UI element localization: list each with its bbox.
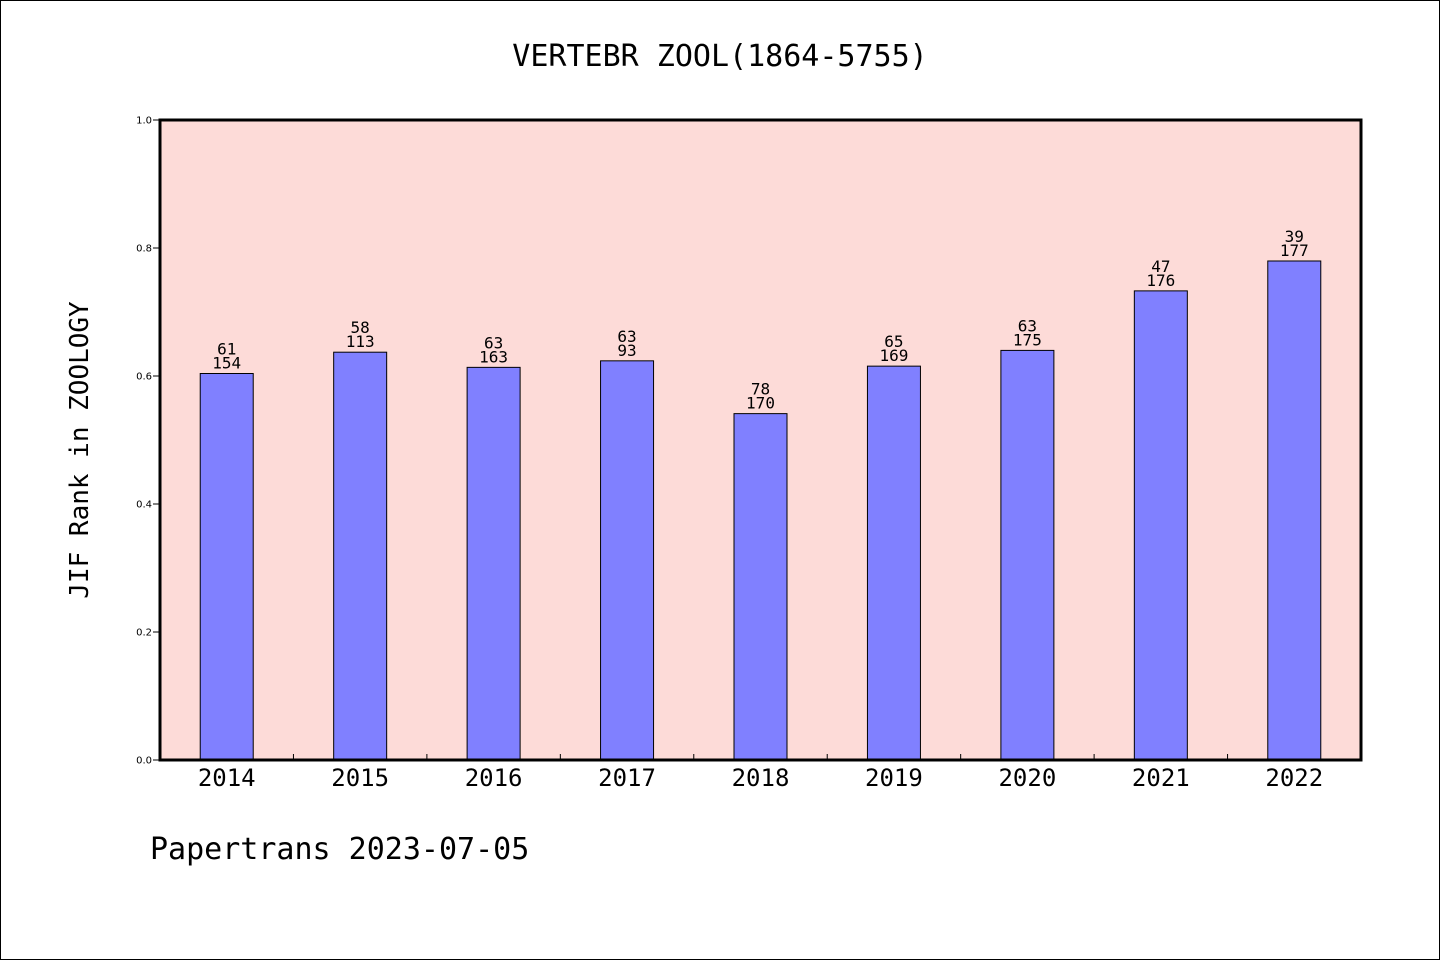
bar-label-top: 63 <box>1018 316 1037 335</box>
bar-label-bottom: 93 <box>617 341 636 360</box>
bar-label-top: 78 <box>751 380 770 399</box>
bars <box>199 260 1322 761</box>
bar-label-bottom: 176 <box>1146 271 1175 290</box>
bar-label-top: 65 <box>884 332 903 351</box>
bar-2019 <box>866 365 921 761</box>
bar-2022 <box>1267 260 1322 761</box>
bar-2016 <box>466 366 521 761</box>
y-tick-label: 1.0 <box>136 116 152 127</box>
bar-label-bottom: 154 <box>212 354 241 373</box>
bar-label-top: 39 <box>1285 227 1304 246</box>
x-tick-label: 2022 <box>1265 764 1323 792</box>
x-tick-label: 2015 <box>331 764 389 792</box>
plot-border <box>158 118 1363 762</box>
y-axis-label: JIF Rank in ZOOLOGY <box>65 301 95 599</box>
bar-label-bottom: 163 <box>479 347 508 366</box>
bar-2021 <box>1133 290 1188 761</box>
bar-label-top: 61 <box>217 340 236 359</box>
x-tick-label: 2021 <box>1132 764 1190 792</box>
bar-2015 <box>333 351 388 761</box>
bar-2018 <box>733 413 788 761</box>
x-tick-label: 2017 <box>598 764 656 792</box>
y-tick-label: 0.8 <box>136 244 152 255</box>
bar-label-bottom: 170 <box>746 394 775 413</box>
y-axis-ticks: 0.0 0.2 0.4 0.6 0.8 1.0 <box>136 116 160 767</box>
y-tick-label: 0.4 <box>136 500 152 511</box>
x-tick-label: 2018 <box>732 764 790 792</box>
bar-2020 <box>1000 349 1055 761</box>
bar-label-bottom: 175 <box>1013 330 1042 349</box>
x-tick-label: 2019 <box>865 764 923 792</box>
x-axis-labels: 2014 2015 2016 2017 2018 2019 2020 2021 2022 <box>198 764 1323 792</box>
bar-2014 <box>199 373 254 761</box>
x-tick-label: 2014 <box>198 764 256 792</box>
chart-title: VERTEBR ZOOL(1864-5755) <box>512 39 927 74</box>
footer-credit: Papertrans 2023-07-05 <box>150 832 530 867</box>
bar-label-bottom: 113 <box>346 332 375 351</box>
bar-2017 <box>600 360 655 761</box>
bar-label-top: 47 <box>1151 257 1170 276</box>
bar-label-top: 58 <box>351 318 370 337</box>
x-tick-label: 2016 <box>465 764 523 792</box>
x-tick-label: 2020 <box>998 764 1056 792</box>
bar-label-bottom: 177 <box>1280 241 1309 260</box>
bar-label-bottom: 169 <box>879 346 908 365</box>
y-tick-label: 0.2 <box>136 628 152 639</box>
bar-label-top: 63 <box>617 327 636 346</box>
y-tick-label: 0.6 <box>136 372 152 383</box>
bar-label-top: 63 <box>484 333 503 352</box>
y-tick-label: 0.0 <box>136 756 152 767</box>
